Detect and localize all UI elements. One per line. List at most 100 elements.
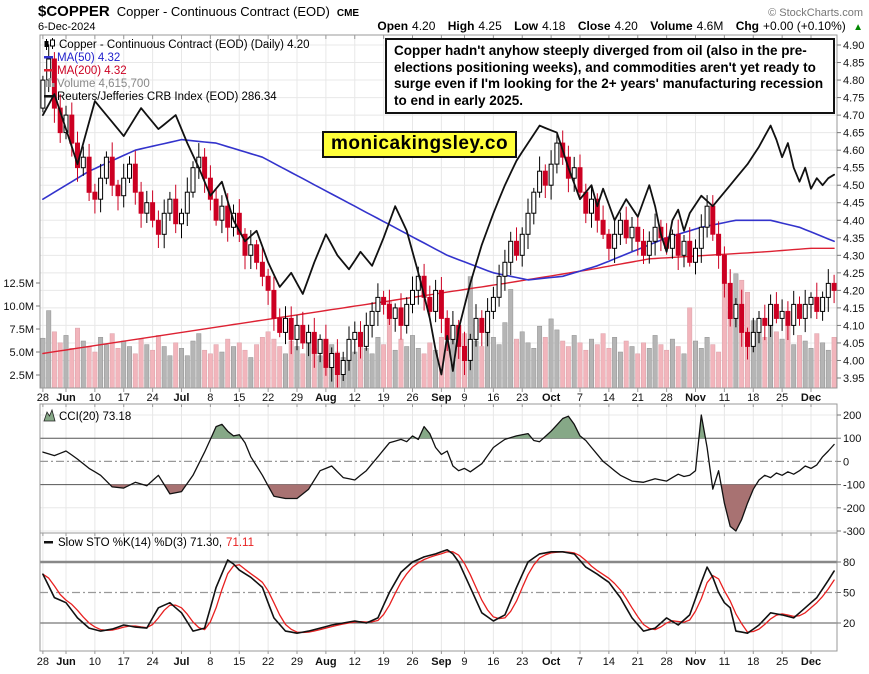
candle-up <box>161 212 167 235</box>
price-axis-label: 4.90 <box>843 40 864 52</box>
date-label-bottom: 17 <box>118 656 130 668</box>
candle-down <box>92 191 98 200</box>
volume-bar <box>467 276 473 389</box>
candle-down <box>514 240 519 256</box>
candle-down <box>438 289 444 319</box>
volume-bar <box>583 349 589 389</box>
candle-up <box>589 198 594 214</box>
volume-bar <box>664 349 670 389</box>
volume-bar <box>109 333 115 389</box>
candle-up <box>554 142 560 165</box>
candle-down <box>155 219 161 235</box>
candle-up <box>571 167 577 179</box>
date-label-bottom: Dec <box>801 656 821 668</box>
cci-axis-label: 100 <box>843 433 861 445</box>
candle-up <box>127 163 132 179</box>
price-axis-label: 4.80 <box>843 75 864 87</box>
candle-down <box>739 303 745 333</box>
ma50-line <box>42 138 835 281</box>
price-axis-label: 4.55 <box>843 163 864 175</box>
date-label-bottom: Aug <box>315 656 336 668</box>
candle-down <box>600 219 606 235</box>
candle-up <box>467 338 473 361</box>
date-label-bottom: 18 <box>747 656 759 668</box>
candle-up <box>363 324 369 347</box>
volume-bar <box>236 342 242 389</box>
candle-down <box>213 198 219 221</box>
volume-bar <box>92 351 98 389</box>
date-label-bottom: 14 <box>603 656 615 668</box>
candle-down <box>762 317 768 326</box>
volume-bar <box>779 338 785 389</box>
volume-bar <box>167 355 173 389</box>
price-axis-label: 4.35 <box>843 233 864 245</box>
date-label-bottom: 23 <box>516 656 528 668</box>
price-axis-label: 4.85 <box>843 58 864 70</box>
sto-legend: Slow STO %K(14) %D(3) 71.30, 71.11 <box>44 537 254 549</box>
volume-bar <box>733 273 739 389</box>
volume-bar <box>687 307 693 389</box>
volume-bar <box>606 348 612 389</box>
instrument-title: Copper - Continuous Contract (EOD) <box>116 4 330 19</box>
volume-bar <box>577 342 583 389</box>
volume-bar <box>473 340 479 389</box>
volume-axis-label: 10.0M <box>3 301 34 313</box>
chg-up-arrow-icon: ▲ <box>853 22 863 33</box>
date-label: 25 <box>776 392 788 404</box>
candle-up <box>294 324 300 340</box>
cci-axis-label: 0 <box>843 456 849 468</box>
date-label-bottom: 22 <box>262 656 274 668</box>
volume-bar <box>525 342 531 389</box>
candle-down <box>542 170 548 186</box>
volume-bar <box>710 344 716 389</box>
candle-up <box>733 303 739 319</box>
quote-row: 6-Dec-2024 Open 4.20 High 4.25 Low 4.18 Clo… <box>38 19 863 33</box>
volume-bar <box>144 344 150 389</box>
candle-up <box>40 79 46 109</box>
site-watermark[interactable]: monicakingsley.co <box>322 131 518 158</box>
candle-up <box>756 317 762 333</box>
sto-axis-label: 80 <box>843 557 855 569</box>
candle-up <box>612 233 618 249</box>
volume-bar <box>831 337 837 389</box>
volume-bar <box>825 349 831 389</box>
candle-up <box>825 282 831 298</box>
candle-down <box>583 191 589 214</box>
candle-down <box>236 212 242 235</box>
candle-down <box>785 310 791 326</box>
cci-oversold-fill <box>109 484 757 531</box>
date-label-bottom: 12 <box>349 656 361 668</box>
chg-value: +0.00 (+0.10%) <box>763 19 846 33</box>
chg-label: Chg <box>735 19 760 33</box>
high-value: 4.25 <box>478 19 502 33</box>
volume-axis-label: 2.5M <box>10 370 34 382</box>
chart-header: $COPPER Copper - Continuous Contract (EOD… <box>38 3 863 21</box>
candle-up <box>629 226 635 239</box>
main-legend: Copper - Continuous Contract (EOD) (Dail… <box>44 38 310 103</box>
sto-axis-label: 50 <box>843 588 855 600</box>
date-label: 18 <box>747 392 759 404</box>
volume-bar <box>375 337 381 389</box>
cci-label: CCI(20) 73.18 <box>59 411 131 423</box>
open-value: 4.20 <box>412 19 436 33</box>
date-label: 10 <box>89 392 101 404</box>
volume-bar <box>479 346 485 389</box>
volume-axis-label: 5.0M <box>10 347 34 359</box>
candle-up <box>167 198 173 214</box>
candle-down <box>288 317 294 340</box>
price-axis-label: 4.60 <box>843 145 864 157</box>
price-axis-label: 4.40 <box>843 215 864 227</box>
cci-area-icon <box>43 408 56 422</box>
candle-up <box>184 191 190 214</box>
candle-up <box>103 156 109 179</box>
sto-line-icon <box>44 541 53 544</box>
volume-bar <box>161 346 167 389</box>
candle-up <box>369 310 375 326</box>
candle-up <box>433 289 439 312</box>
volume-bar <box>421 353 427 389</box>
exchange-label: CME <box>336 8 360 19</box>
volume-bar <box>265 331 271 389</box>
volume-axis-label: 12.5M <box>3 278 34 290</box>
candle-down <box>831 282 837 291</box>
